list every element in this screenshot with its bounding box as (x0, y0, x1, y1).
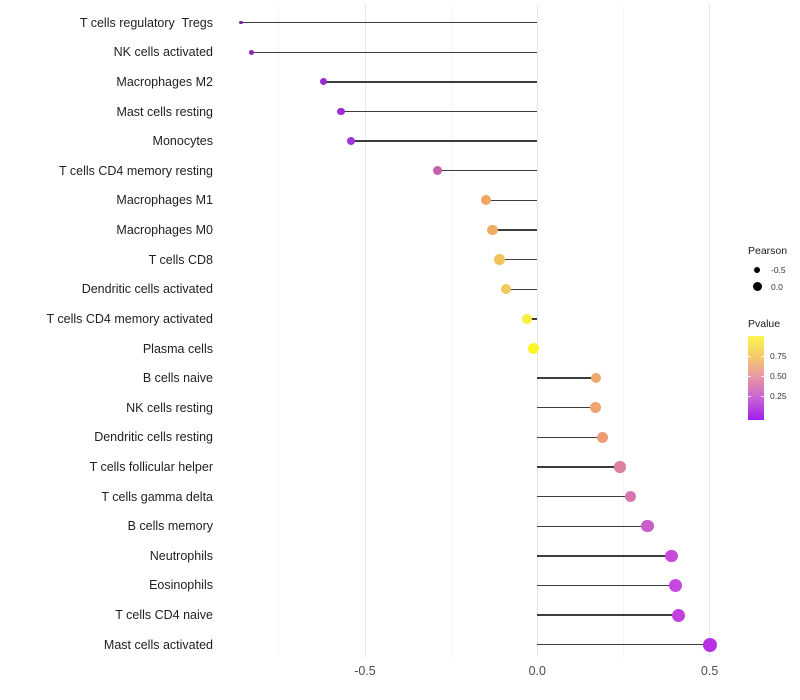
pvalue-tick-mark (761, 395, 764, 397)
lollipop-stem (351, 140, 538, 142)
lollipop-stem (437, 170, 538, 172)
data-point[interactable] (614, 461, 626, 473)
data-point[interactable] (239, 20, 243, 25)
data-point[interactable] (590, 402, 602, 414)
data-point[interactable] (248, 49, 254, 55)
minor-gridline (450, 5, 452, 657)
y-axis-label: Plasma cells (142, 341, 213, 356)
data-point[interactable] (487, 224, 498, 236)
x-axis-tick-label: 0.5 (700, 664, 719, 678)
lollipop-stem (506, 288, 538, 290)
major-gridline (536, 5, 538, 657)
pvalue-tick-label: 0.25 (770, 390, 787, 401)
lollipop-stem (251, 51, 538, 53)
data-point[interactable] (494, 254, 505, 265)
data-point[interactable] (702, 637, 717, 652)
data-point[interactable] (597, 431, 609, 443)
y-axis-label: Eosinophils (149, 578, 213, 593)
major-gridline (709, 5, 711, 657)
y-axis-label: B cells memory (127, 519, 213, 534)
y-axis-label: T cells CD4 memory resting (59, 163, 213, 178)
y-axis-label: NK cells activated (113, 45, 213, 60)
pvalue-colorbar (748, 336, 764, 420)
lollipop-stem (240, 22, 538, 24)
pvalue-tick-mark (761, 355, 764, 357)
lollipop-stem (537, 644, 710, 646)
data-point[interactable] (337, 107, 345, 116)
data-point[interactable] (521, 313, 533, 325)
legend-size-dot (753, 266, 761, 274)
data-point[interactable] (624, 490, 637, 503)
data-point[interactable] (347, 136, 356, 146)
lollipop-stem (537, 466, 620, 468)
y-axis-label: T cells follicular helper (89, 460, 213, 474)
y-axis-label: T cells gamma delta (101, 489, 213, 504)
y-axis-label: Dendritic cells resting (94, 430, 213, 445)
data-point[interactable] (528, 343, 540, 354)
pvalue-tick-mark (748, 395, 751, 397)
data-point[interactable] (641, 520, 654, 533)
data-point[interactable] (672, 608, 686, 622)
lollipop-stem (537, 407, 596, 409)
lollipop-stem (485, 199, 538, 202)
y-axis-label: Dendritic cells activated (81, 282, 213, 297)
legend-pvalue-title: Pvalue (748, 318, 781, 330)
y-axis-label: Monocytes (152, 134, 213, 149)
y-axis-label: T cells CD4 memory activated (46, 311, 214, 326)
major-gridline (364, 5, 366, 657)
lollipop-stem (537, 495, 631, 498)
lollipop-stem (526, 318, 538, 320)
lollipop-stem (537, 436, 603, 439)
data-point[interactable] (590, 372, 602, 384)
x-axis-tick-label: -0.5 (354, 664, 376, 678)
minor-gridline (622, 5, 624, 657)
y-axis-label: Neutrophils (149, 548, 213, 563)
x-axis-tick-label: 0.0 (528, 664, 546, 678)
data-point[interactable] (480, 195, 491, 206)
lollipop-stem (499, 258, 538, 261)
lollipop-stem (537, 584, 676, 587)
lollipop-stem (323, 81, 538, 83)
y-axis-label: B cells naive (142, 371, 213, 386)
legend-size-label: -0.5 (771, 265, 786, 275)
y-axis-label: Macrophages M0 (116, 223, 213, 238)
legend-pearson-title: Pearson (748, 245, 788, 257)
y-axis-label: T cells CD8 (148, 252, 213, 267)
lollipop-stem (492, 229, 538, 231)
pvalue-tick-mark (748, 355, 751, 357)
y-axis-label: Mast cells activated (103, 637, 213, 652)
pvalue-tick-label: 0.50 (770, 370, 787, 381)
data-point[interactable] (432, 166, 442, 176)
data-point[interactable] (668, 578, 682, 592)
y-axis-label: T cells regulatory Tregs (79, 15, 213, 30)
data-point[interactable] (320, 78, 328, 86)
y-axis-label: T cells CD4 naive (115, 608, 213, 623)
pvalue-tick-label: 0.75 (770, 350, 787, 361)
y-axis-label: Macrophages M1 (116, 193, 213, 208)
data-point[interactable] (501, 284, 512, 295)
lollipop-stem (537, 614, 679, 616)
y-axis-label: Mast cells resting (116, 104, 213, 119)
lollipop-stem (537, 525, 648, 527)
y-axis-label: NK cells resting (126, 400, 213, 415)
data-point[interactable] (665, 549, 678, 563)
legend-size-dot (752, 282, 762, 291)
legend-size-label: 0.0 (771, 281, 783, 292)
lollipop-stem (340, 110, 538, 113)
legend: Pearson -0.5 0.0 Pvalue 0.75 0.50 0.25 (748, 245, 800, 430)
pvalue-tick-mark (761, 375, 764, 377)
lollipop-stem (537, 555, 672, 557)
minor-gridline (278, 5, 280, 657)
lollipop-stem (537, 377, 596, 379)
pvalue-tick-mark (748, 375, 751, 377)
y-axis-label: Macrophages M2 (116, 74, 213, 89)
